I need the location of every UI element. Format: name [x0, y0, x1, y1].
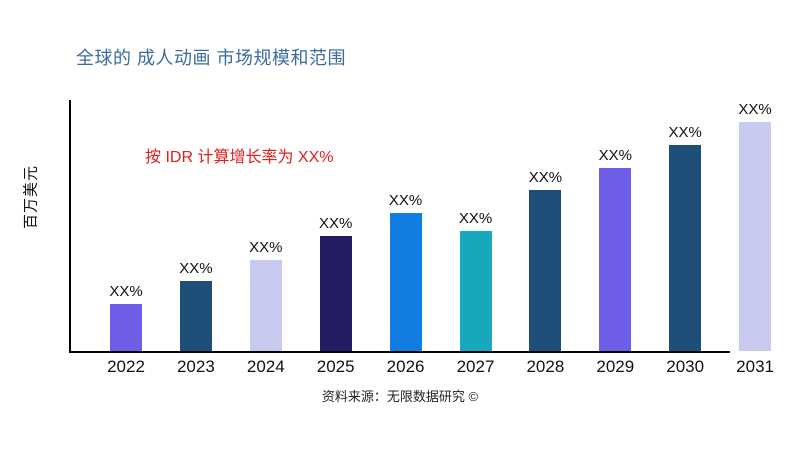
bar-2028	[529, 190, 562, 351]
growth-rate-annotation: 按 IDR 计算增长率为 XX%	[145, 149, 334, 166]
bar-2023	[179, 281, 212, 351]
x-tick-label: 2030	[666, 357, 705, 376]
x-tick-label: 2025	[316, 357, 355, 376]
bar-2031	[739, 122, 772, 351]
bar-value-label: XX%	[249, 239, 283, 256]
x-tick-label: 2026	[386, 357, 425, 376]
x-tick-label: 2023	[176, 357, 215, 376]
bar-2029	[599, 168, 632, 351]
x-tick-label: 2028	[526, 357, 565, 376]
bar-2027	[459, 231, 492, 351]
bar-value-label: XX%	[109, 283, 143, 300]
bar-value-label: XX%	[388, 192, 423, 209]
x-tick-label: 2029	[596, 357, 635, 376]
bar-2022	[110, 304, 142, 351]
bar-value-label: XX%	[458, 210, 493, 227]
y-axis-label: 百万美元	[22, 164, 40, 230]
bar-value-label: XX%	[598, 147, 632, 164]
bar-value-label: XX%	[179, 260, 213, 277]
chart-title: 全球的 成人动画 市场规模和范围	[76, 48, 347, 68]
x-tick-label: 2031	[736, 357, 775, 376]
bar-2024	[249, 260, 282, 351]
bar-2030	[669, 145, 702, 351]
bar-value-label: XX%	[528, 169, 563, 186]
source-caption: 资料来源：无限数据研究 ©	[321, 389, 479, 404]
bar-2026	[389, 213, 422, 351]
x-axis-line	[69, 351, 730, 353]
x-tick-label: 2027	[456, 357, 495, 376]
bar-value-label: XX%	[668, 124, 702, 141]
bar-value-label: XX%	[738, 101, 772, 118]
bar-value-label: XX%	[319, 215, 353, 232]
y-axis-line	[69, 100, 71, 353]
bar-2025	[319, 236, 352, 351]
x-tick-label: 2022	[107, 357, 145, 376]
x-tick-label: 2024	[246, 357, 285, 376]
